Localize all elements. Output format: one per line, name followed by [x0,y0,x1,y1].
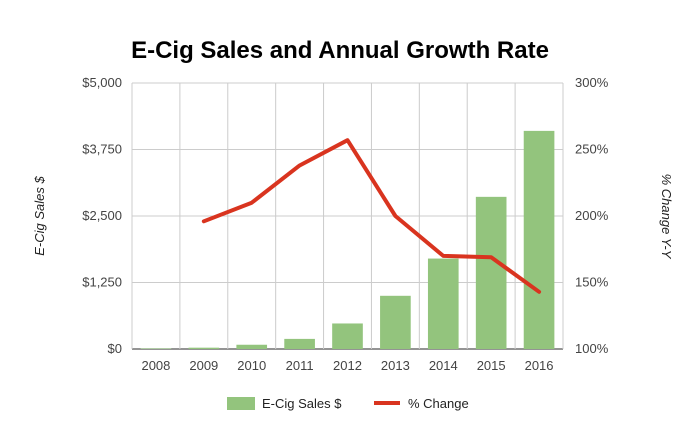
y-tick-label: $1,250 [82,275,122,290]
bar [284,338,315,349]
bar [380,295,411,349]
bar [332,323,363,349]
x-tick-label: 2013 [381,358,410,373]
x-tick-label: 2011 [286,358,314,373]
legend: E-Cig Sales $ % Change [227,396,469,411]
axes: $0 100% $1,250 150% $2,500 200% $3,750 250% $5,0… [82,75,608,373]
y-tick-label: $2,500 [82,208,122,223]
x-tick-label: 2008 [141,358,170,373]
x-tick-label: 2014 [429,358,458,373]
bar [140,348,172,349]
bar [236,344,268,349]
x-tick-label: 2012 [333,358,362,373]
y2-tick-label: 200% [575,208,609,223]
bar [523,130,555,349]
legend-swatch-line [374,401,400,405]
x-tick-label: 2015 [477,358,506,373]
y2-axis-title: % Change Y-Y [659,174,674,260]
y2-tick-label: 100% [575,341,609,356]
bar [427,258,459,349]
x-tick-label: 2010 [237,358,266,373]
bar-series [140,130,555,349]
bar [188,347,220,349]
y-tick-label: $3,750 [82,142,122,157]
y2-tick-label: 300% [575,75,609,90]
x-tick-label: 2016 [525,358,554,373]
gridlines [131,82,564,350]
y2-tick-label: 250% [575,142,609,157]
y-tick-label: $5,000 [82,75,122,90]
legend-label-bars: E-Cig Sales $ [262,396,342,411]
legend-swatch-bars [227,397,255,410]
y2-tick-label: 150% [575,275,609,290]
line-series-path [201,138,542,294]
chart-title: E-Cig Sales and Annual Growth Rate [131,37,549,64]
y-tick-label: $0 [108,341,122,356]
line-series [201,138,542,294]
y-axis-title: E-Cig Sales $ [32,175,47,255]
legend-label-line: % Change [408,396,469,411]
x-tick-label: 2009 [189,358,218,373]
bar [475,196,507,349]
